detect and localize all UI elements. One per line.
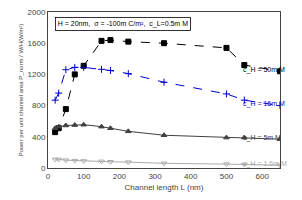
svg-text:1200: 1200 xyxy=(28,70,46,79)
svg-text:c_H = 16m M: c_H = 16m M xyxy=(243,100,285,108)
svg-text:2000: 2000 xyxy=(28,8,46,17)
svg-text:400: 400 xyxy=(184,172,198,181)
svg-text:1600: 1600 xyxy=(28,39,46,48)
svg-text:c_H = 50m M: c_H = 50m M xyxy=(243,66,285,74)
svg-text:300: 300 xyxy=(148,172,162,181)
svg-text:c_H = 5m M: c_H = 5m M xyxy=(243,134,281,142)
svg-text:200: 200 xyxy=(113,172,127,181)
svg-text:0: 0 xyxy=(41,164,46,173)
svg-text:Channel length L (nm): Channel length L (nm) xyxy=(125,183,204,192)
svg-text:Power per unit channel area P_: Power per unit channel area P_norm / W/H… xyxy=(18,24,24,157)
svg-text:400: 400 xyxy=(32,133,46,142)
svg-text:0: 0 xyxy=(46,172,51,181)
svg-text:c_H = 1.6m M: c_H = 1.6m M xyxy=(243,160,287,168)
svg-text:H = 20nm, σ = -100m C/m², c_: H = 20nm, σ = -100m C/m², c_L=0.5m M xyxy=(58,20,188,28)
svg-text:500: 500 xyxy=(220,172,234,181)
svg-text:800: 800 xyxy=(32,101,46,110)
svg-text:600: 600 xyxy=(255,172,269,181)
svg-text:100: 100 xyxy=(77,172,91,181)
